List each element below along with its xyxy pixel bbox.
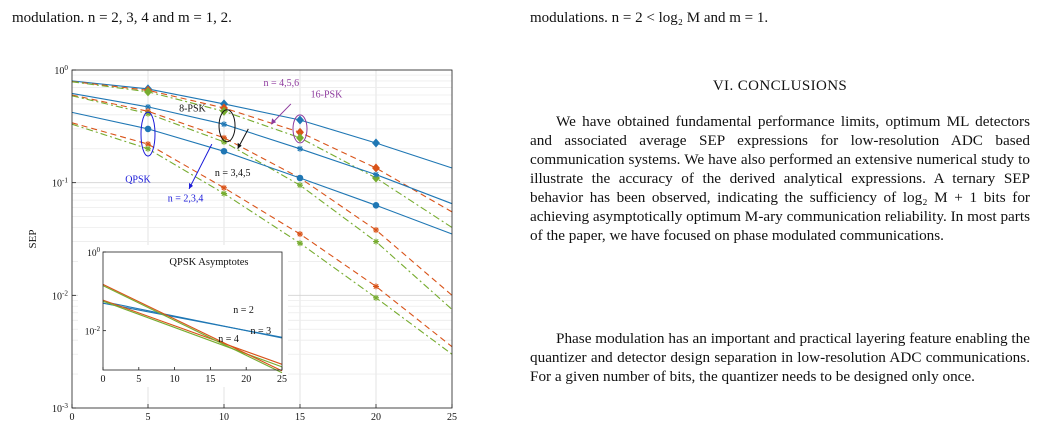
inset-x-tick-label: 25 [277,374,287,385]
series-line [71,94,453,296]
inset-label-n3: n = 3 [250,326,271,337]
annotation-arrow-qpsk [188,143,213,190]
series-marker [144,87,152,97]
paragraph-1: We have obtained fundamental performance… [530,113,1030,244]
series-marker [145,103,151,110]
inset-label-n4: n = 4 [218,334,239,345]
figure-caption-left: modulation. n = 2, 3, 4 and m = 1, 2. [12,10,232,26]
annotation-label-16psk: 16-PSK [311,90,343,101]
series-marker [372,201,380,209]
section-heading: VI. CONCLUSIONS [712,78,848,94]
y-tick-label: 100 [54,64,68,77]
series-marker [296,133,304,143]
y-tick-label: 10-2 [52,289,68,302]
series-marker [297,182,303,189]
series-marker [296,115,304,125]
series-marker [220,147,228,155]
series-marker [221,121,227,128]
series-marker [145,110,151,117]
inset-series-line [102,299,283,365]
series-marker [297,240,303,247]
inset-series-line [102,283,283,372]
inset-background [78,245,288,387]
annotation-arrowhead-16psk [271,118,277,125]
series-marker [372,138,380,148]
x-tick-label: 0 [70,412,75,423]
series-marker [144,125,152,133]
series-marker [221,138,227,145]
annotation-label-qpsk: QPSK [125,175,151,186]
inset-x-tick-label: 5 [136,374,141,385]
series-marker [296,174,304,182]
plot-frame [71,69,453,409]
annotation-arrowhead-8psk [237,142,242,149]
series-marker [145,141,151,148]
annotation-ellipse-16psk [292,114,308,144]
series-line [71,80,453,213]
series-line [71,81,453,228]
inset-x-tick-label: 10 [170,374,180,385]
series-line [71,123,453,355]
series-marker [373,171,379,178]
inset-x-tick-label: 15 [205,374,215,385]
inset-y-tick-label: 10-2 [85,326,101,338]
series-marker [221,184,227,191]
inset-series-line [102,285,283,374]
inset-series-line [102,302,283,338]
annotation-label-n456: n = 4,5,6 [264,78,300,89]
x-tick-label: 15 [295,412,305,423]
series-marker [221,134,227,141]
x-tick-label: 10 [219,412,229,423]
series-marker [373,227,379,234]
series-line [71,95,453,310]
inset-x-tick-label: 0 [101,374,106,385]
series-line [71,122,453,348]
series-line [71,111,453,235]
series-line [71,92,453,205]
annotation-label-n234: n = 2,3,4 [168,194,204,205]
series-marker [373,294,379,301]
x-tick-label: 5 [146,412,151,423]
series-marker [297,231,303,238]
inset-frame [102,251,283,371]
annotation-arrowhead-qpsk [189,182,194,189]
series-line [71,80,453,169]
series-marker [145,145,151,152]
y-axis-label: SEP [27,230,39,249]
paragraph-2: Phase modulation has an important and pr… [530,330,1030,385]
inset-x-tick-label: 20 [241,374,251,385]
series-marker [373,283,379,290]
x-tick-label: 25 [447,412,457,423]
annotation-label-n345: n = 3,4,5 [215,168,251,179]
inset-plot: 0 5 10 15 20 25 10-2 100 QPSK Asymptotes n = 2 n =… [78,245,288,387]
inset-label-n2: n = 2 [233,305,254,316]
x-tick-label: 20 [371,412,381,423]
annotation-label-8psk: 8-PSK [179,103,206,114]
series-marker [373,238,379,245]
series-marker [297,145,303,152]
annotation-ellipse-8psk [218,109,236,143]
annotation-ellipse-qpsk [140,111,156,157]
figure-caption-right: modulations. n = 2 < log₂ M and m = 1. [530,10,769,26]
inset-title: QPSK Asymptotes [169,257,248,268]
y-tick-label: 10-1 [52,177,68,190]
y-tick-label: 10-3 [52,402,68,415]
inset-y-tick-label: 100 [87,247,101,259]
series-marker [221,190,227,197]
